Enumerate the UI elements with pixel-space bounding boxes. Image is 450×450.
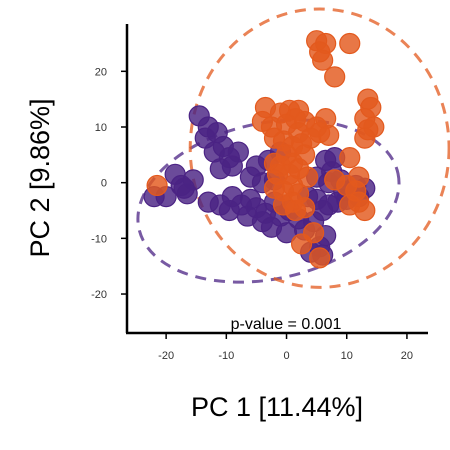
confidence-ellipses bbox=[136, 7, 450, 289]
y-axis-ticks: -20 -10 0 10 20 bbox=[91, 66, 127, 301]
point-group-2-20 bbox=[251, 110, 274, 133]
point-group-2-4 bbox=[312, 49, 334, 71]
y-tick-label: 10 bbox=[95, 122, 107, 134]
x-tick-label: 0 bbox=[283, 350, 289, 362]
point-group-2-53 bbox=[354, 199, 376, 222]
x-tick-label: -20 bbox=[158, 350, 174, 362]
y-tick-label: 20 bbox=[95, 66, 107, 78]
x-axis-ticks: -20 -10 0 10 20 bbox=[158, 333, 413, 362]
point-group-2-55 bbox=[348, 166, 370, 188]
x-tick-label: -10 bbox=[218, 350, 234, 362]
y-tick-label: 0 bbox=[101, 178, 107, 190]
ellipse-group-2 bbox=[188, 7, 450, 289]
point-group-2-47 bbox=[293, 197, 316, 219]
y-tick-label: -20 bbox=[91, 289, 107, 301]
point-group-2-58 bbox=[290, 233, 313, 255]
point-group-2-54 bbox=[339, 147, 361, 169]
point-group-2-5 bbox=[324, 66, 346, 88]
x-tick-label: 20 bbox=[401, 350, 413, 362]
point-group-1-9 bbox=[209, 158, 231, 180]
y-axis-title: PC 2 [9.86%] bbox=[25, 98, 55, 257]
data-points bbox=[143, 30, 385, 269]
x-tick-label: 10 bbox=[341, 350, 353, 362]
point-group-2-24 bbox=[318, 124, 340, 146]
ellipse-group-1 bbox=[136, 118, 401, 284]
y-tick-label: -10 bbox=[91, 233, 107, 245]
point-group-1-22 bbox=[173, 177, 195, 199]
point-group-2-11 bbox=[354, 127, 376, 149]
point-group-2-56 bbox=[146, 174, 168, 197]
point-group-2-59 bbox=[309, 247, 331, 269]
p-value-annotation: p-value = 0.001 bbox=[231, 316, 342, 333]
point-group-2-2 bbox=[339, 32, 361, 55]
x-axis-title: PC 1 [11.44%] bbox=[191, 392, 363, 422]
